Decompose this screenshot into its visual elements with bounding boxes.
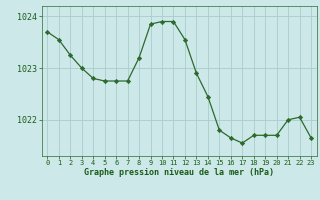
X-axis label: Graphe pression niveau de la mer (hPa): Graphe pression niveau de la mer (hPa) bbox=[84, 168, 274, 177]
